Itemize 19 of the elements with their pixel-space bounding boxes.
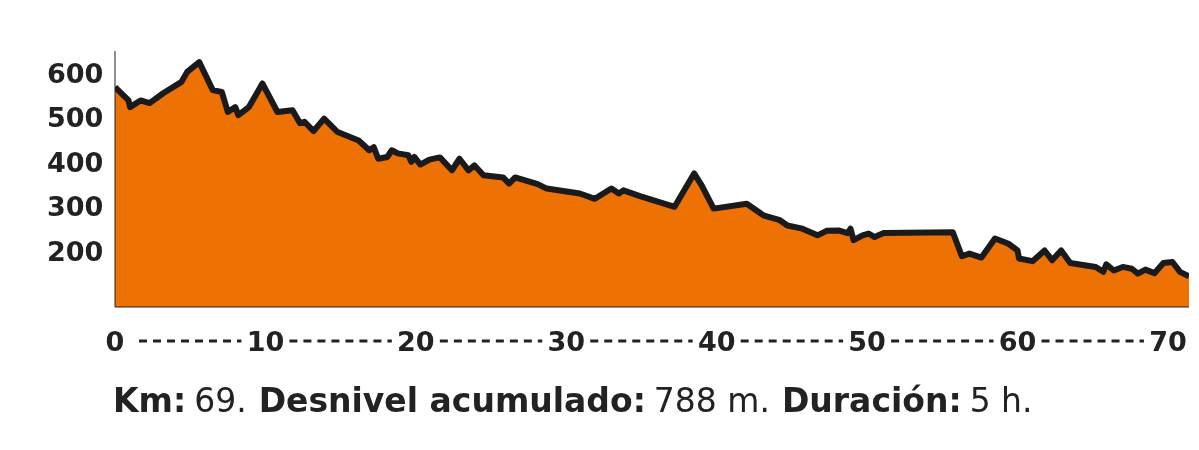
x-tick-label: 20 [397,326,435,357]
text: Km: [113,381,187,420]
text: 5 h. [969,381,1033,420]
x-tick-label: 50 [848,326,886,357]
text: Desnivel acumulado: [258,381,646,420]
x-tick-label: 40 [697,326,736,357]
text: 788 m. [653,381,770,420]
y-tick-label: 400 [47,146,104,178]
x-tick-label: 70 [1149,326,1187,357]
y-tick-label: 600 [47,57,104,89]
x-tick-label: 30 [547,326,586,357]
y-tick-label: 500 [47,102,104,134]
text: 69. [194,381,247,420]
x-tick-label: 0 [105,326,125,357]
x-tick-label: 10 [246,326,285,357]
x-tick-label: 60 [998,326,1037,357]
y-tick-label: 200 [47,235,104,267]
text: Duración: [781,381,962,420]
y-tick-label: 300 [47,191,104,223]
